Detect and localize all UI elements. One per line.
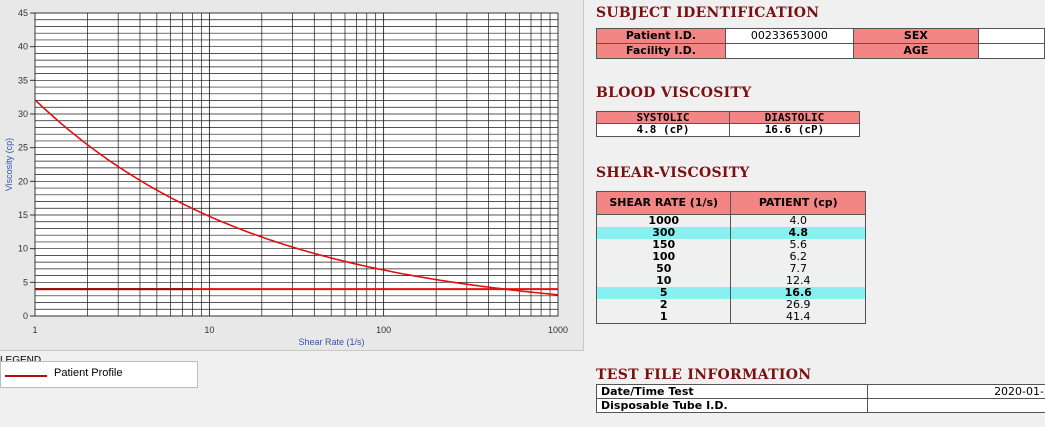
subject-table: Patient I.D. 00233653000 SEX Facility I.… <box>595 28 1045 59</box>
chart-panel: 0 5 10 15 20 25 30 35 40 45 1 10 100 1000 Shear Rate (… <box>0 0 584 351</box>
sex-label: SEX <box>852 28 979 44</box>
patient-value-cell: 6.2 <box>730 251 866 263</box>
datetime-label: Date/Time Test <box>596 384 868 399</box>
y-tick-label: 30 <box>18 109 28 119</box>
patient-value-cell: 4.0 <box>730 214 866 227</box>
patient-value-cell: 12.4 <box>730 275 866 287</box>
tube-id-label: Disposable Tube I.D. <box>596 398 868 413</box>
y-tick-label: 15 <box>18 210 28 220</box>
shear-rate-cell: 1000 <box>595 214 732 227</box>
viscosity-chart: 0 5 10 15 20 25 30 35 40 45 1 10 100 1000 Shear Rate (… <box>4 8 568 347</box>
table-row: 50 7.7 <box>595 263 866 275</box>
diastolic-label: DIASTOLIC <box>729 111 860 124</box>
shear-rate-cell: 2 <box>595 299 732 311</box>
subject-title: SUBJECT IDENTIFICATION <box>596 5 820 21</box>
tube-id-value <box>867 398 1045 413</box>
shear-rate-cell: 5 <box>595 287 732 299</box>
table-row: 300 4.8 <box>595 227 866 239</box>
shear-rate-cell: 100 <box>595 251 732 263</box>
table-row: 2 26.9 <box>595 299 866 311</box>
y-axis-label: Viscosity (cp) <box>4 138 14 191</box>
y-tick-label: 20 <box>18 176 28 186</box>
test-file-table: Date/Time Test 2020-01-2 Disposable Tube… <box>596 384 1045 413</box>
legend-swatch-patient <box>5 375 47 377</box>
plot-area <box>34 12 559 317</box>
shear-rate-cell: 50 <box>595 263 732 275</box>
x-tick-label: 100 <box>376 325 391 335</box>
shear-rate-cell: 1 <box>595 311 732 324</box>
patient-id-label: Patient I.D. <box>595 28 727 44</box>
series-line-patient-profile <box>34 99 559 296</box>
age-label: AGE <box>852 43 979 59</box>
blood-viscosity-table: SYSTOLIC DIASTOLIC 4.8 (cP) 16.6 (cP) <box>596 111 860 137</box>
patient-value-cell: 16.6 <box>730 287 866 299</box>
table-row: 100 6.2 <box>595 251 866 263</box>
diastolic-value: 16.6 (cP) <box>729 123 860 137</box>
x-tick-label: 10 <box>204 325 214 335</box>
patient-value-cell: 41.4 <box>730 311 866 324</box>
table-row: 10 12.4 <box>595 275 866 287</box>
y-tick-label: 5 <box>23 277 28 287</box>
datetime-value: 2020-01-2 <box>867 384 1045 399</box>
systolic-value: 4.8 (cP) <box>596 123 730 137</box>
x-axis-label: Shear Rate (1/s) <box>298 337 364 347</box>
patient-id-value: 00233653000 <box>725 28 854 44</box>
table-row: 1 41.4 <box>595 311 866 324</box>
shear-rate-cell: 10 <box>595 275 732 287</box>
patient-value-cell: 7.7 <box>730 263 866 275</box>
shear-rate-cell: 150 <box>595 239 732 251</box>
age-value <box>977 43 1045 59</box>
shear-rate-cell: 300 <box>595 227 732 239</box>
legend-title: LEGEND <box>0 355 41 366</box>
legend-box: Patient Profile <box>0 361 198 388</box>
patient-value-cell: 5.6 <box>730 239 866 251</box>
y-tick-label: 40 <box>18 42 28 52</box>
facility-id-value <box>725 43 854 59</box>
y-tick-label: 0 <box>23 311 28 321</box>
table-row: 1000 4.0 <box>595 214 866 227</box>
facility-id-label: Facility I.D. <box>595 43 727 59</box>
y-tick-label: 45 <box>18 8 28 18</box>
y-tick-label: 25 <box>18 143 28 153</box>
shear-viscosity-table: SHEAR RATE (1/s) PATIENT (cp) 1000 4.0 300… <box>595 191 866 324</box>
x-tick-label: 1 <box>32 325 37 335</box>
sex-value <box>977 28 1045 44</box>
patient-value-cell: 4.8 <box>730 227 866 239</box>
table-row: 5 16.6 <box>595 287 866 299</box>
patient-header: PATIENT (cp) <box>730 191 866 215</box>
legend-entry-patient: Patient Profile <box>54 367 123 379</box>
x-tick-label: 1000 <box>548 325 568 335</box>
patient-value-cell: 26.9 <box>730 299 866 311</box>
systolic-label: SYSTOLIC <box>596 111 730 124</box>
shear-rate-header: SHEAR RATE (1/s) <box>595 191 732 215</box>
blood-viscosity-title: BLOOD VISCOSITY <box>596 85 752 101</box>
shear-viscosity-title: SHEAR-VISCOSITY <box>596 165 750 181</box>
y-tick-label: 10 <box>18 244 28 254</box>
y-tick-label: 35 <box>18 75 28 85</box>
test-file-title: TEST FILE INFORMATION <box>596 367 812 383</box>
table-row: 150 5.6 <box>595 239 866 251</box>
